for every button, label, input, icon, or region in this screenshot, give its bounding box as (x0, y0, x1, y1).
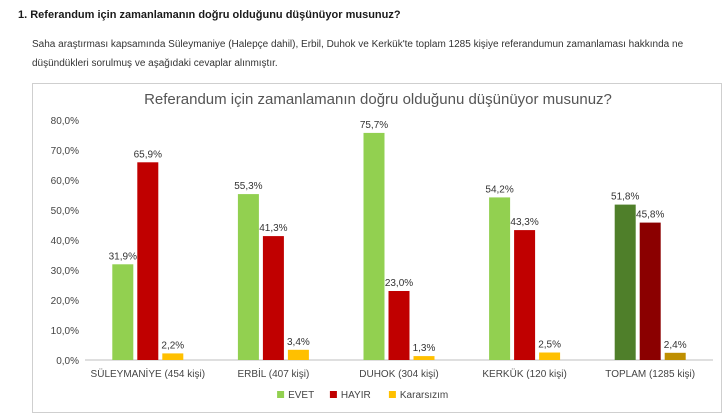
y-tick-label: 20,0% (51, 296, 79, 307)
bar-kararsızım (664, 352, 686, 360)
data-label: 23,0% (385, 278, 413, 289)
x-tick-label: SÜLEYMANİYE (454 kişi) (91, 367, 205, 380)
bar-hayir (262, 236, 284, 360)
data-label: 2,5% (538, 340, 561, 351)
bar-kararsızım (287, 349, 309, 360)
bars: 31,9% 65,9% 2,2% 55,3% 41,3% 3,4% 75,7% 23,0% 1,… (109, 120, 687, 360)
bar-kararsızım (413, 356, 435, 360)
data-label: 2,2% (161, 340, 184, 351)
y-tick-label: 10,0% (51, 326, 79, 337)
data-label: 51,8% (611, 192, 639, 203)
bar-hayir (514, 230, 536, 360)
legend-swatch (329, 391, 337, 398)
data-label: 41,3% (259, 223, 287, 234)
data-label: 1,3% (413, 343, 436, 354)
y-tick-label: 0,0% (56, 356, 79, 367)
data-label: 54,2% (485, 184, 513, 195)
data-label: 31,9% (109, 251, 137, 262)
y-tick-label: 80,0% (51, 116, 79, 127)
y-tick-label: 40,0% (51, 236, 79, 247)
y-tick-label: 30,0% (51, 266, 79, 277)
data-label: 3,4% (287, 337, 310, 348)
bar-hayir (388, 291, 410, 360)
y-tick-label: 50,0% (51, 206, 79, 217)
bar-evet (363, 132, 385, 360)
bar-evet (489, 197, 511, 360)
y-tick-label: 70,0% (51, 146, 79, 157)
bar-evet (112, 264, 134, 360)
x-tick-label: TOPLAM (1285 kişi) (605, 369, 695, 380)
data-label: 45,8% (636, 210, 664, 221)
question-heading: 1. Referandum için zamanlamanın doğru ol… (18, 9, 401, 21)
data-label: 75,7% (360, 120, 388, 131)
legend-swatch (388, 391, 396, 398)
data-label: 65,9% (134, 149, 162, 160)
legend-label: EVET (288, 390, 314, 401)
x-tick-label: KERKÜK (120 kişi) (482, 368, 566, 380)
chart-title: Referandum için zamanlamanın doğru olduğ… (144, 91, 612, 108)
x-axis: SÜLEYMANİYE (454 kişi) ERBİL (407 kişi) DU… (91, 367, 696, 380)
y-tick-label: 60,0% (51, 176, 79, 187)
bar-evet (237, 194, 259, 360)
bar-evet (614, 204, 636, 360)
bar-kararsızım (539, 352, 561, 360)
data-label: 2,4% (664, 340, 687, 351)
legend-swatch (277, 391, 285, 398)
bar-hayir (639, 222, 661, 360)
data-label: 55,3% (234, 181, 262, 192)
x-tick-label: DUHOK (304 kişi) (359, 369, 438, 380)
bar-hayir (137, 162, 159, 360)
bar-kararsızım (162, 353, 184, 360)
x-tick-label: ERBİL (407 kişi) (237, 367, 309, 380)
intro-paragraph: Saha araştırması kapsamında Süleymaniye … (32, 39, 684, 69)
legend-label: Kararsızım (400, 390, 448, 401)
legend-label: HAYIR (341, 390, 371, 401)
data-label: 43,3% (510, 217, 538, 228)
chart-container: Referandum için zamanlamanın doğru olduğ… (32, 83, 722, 413)
y-axis: 0,0% 10,0% 20,0% 30,0% 40,0% 50,0% 60,0% 70,0% 8… (51, 116, 713, 367)
bar-chart: Referandum için zamanlamanın doğru olduğ… (51, 91, 713, 401)
legend: EVET HAYIR Kararsızım (277, 390, 448, 401)
